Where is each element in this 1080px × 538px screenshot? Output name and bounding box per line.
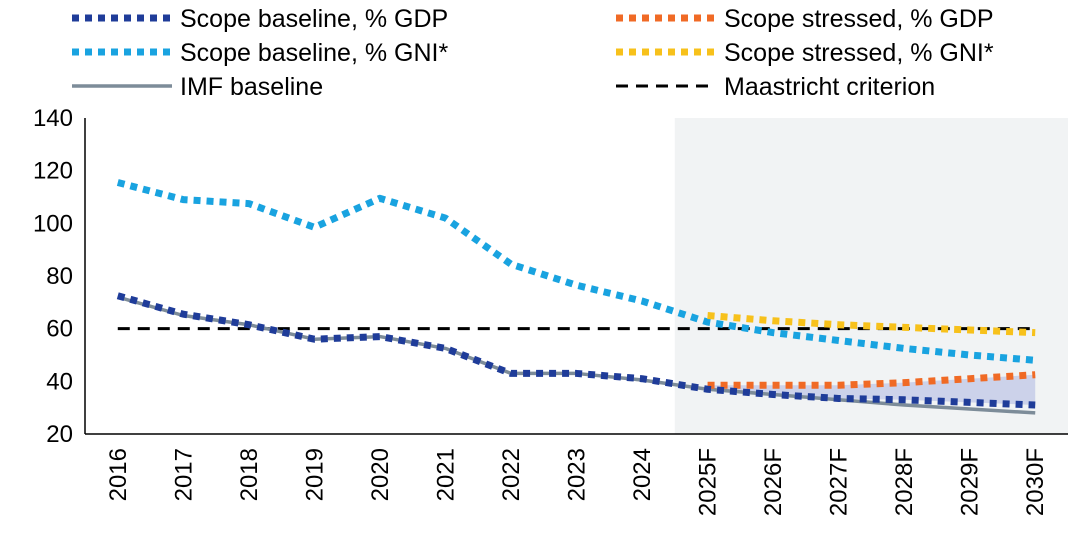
y-tick-label: 20 [46,421,73,448]
series-line-scope-baseline-gdp [116,292,1036,409]
series-line-scope-stressed-gni [707,312,1036,337]
legend-item-scope-stressed-gni: Scope stressed, % GNI* [616,39,994,67]
legend-label: Maastricht criterion [724,73,935,101]
x-tick-label: 2026F [760,448,787,516]
x-tick-label: 2027F [826,448,853,516]
legend-item-maastricht-criterion: Maastricht criterion [616,73,935,101]
legend-label: Scope baseline, % GNI* [180,39,448,67]
series-layer [116,179,1036,415]
x-tick-label: 2023 [564,448,591,501]
stress-band-layer [707,374,1036,406]
x-tick-label: 2030F [1022,448,1049,516]
x-tick-label: 2022 [498,448,525,501]
x-tick-label: 2019 [301,448,328,501]
x-tick-label: 2017 [170,448,197,501]
y-tick-label: 100 [33,210,73,237]
legend-item-scope-baseline-gdp: Scope baseline, % GDP [72,5,448,33]
legend-item-scope-baseline-gni: Scope baseline, % GNI* [72,39,448,67]
y-tick-label: 80 [46,263,73,290]
y-tick-label: 60 [46,316,73,343]
legend-label: IMF baseline [180,73,323,101]
x-tick-label: 2021 [432,448,459,501]
x-tick-label: 2016 [105,448,132,501]
series-line-scope-stressed-gdp [707,371,1036,389]
x-tick-labels: 2016 2017 2018 2019 2020 2021 2022 2023 2024 2025… [105,448,1049,516]
y-tick-label: 40 [46,368,73,395]
y-tick-label: 120 [33,158,73,185]
x-tick-label: 2025F [695,448,722,516]
x-tick-label: 2020 [367,448,394,501]
axes [84,118,1068,435]
x-tick-label: 2028F [891,448,918,516]
y-tick-labels: 20 40 60 80 100 120 140 [33,105,73,448]
legend-item-scope-stressed-gdp: Scope stressed, % GDP [616,5,994,33]
x-tick-label: 2024 [629,448,656,501]
series-line-scope-baseline-gni [116,179,1036,364]
x-tick-label: 2029F [957,448,984,516]
stress-band [707,374,1036,406]
y-tick-label: 140 [33,105,73,132]
x-tick-label: 2018 [236,448,263,501]
legend-label: Scope stressed, % GNI* [724,39,994,67]
legend-label: Scope stressed, % GDP [724,5,994,33]
legend-item-imf-baseline: IMF baseline [72,73,323,101]
legend-label: Scope baseline, % GDP [180,5,448,33]
legend: Scope baseline, % GDP Scope stressed, % G… [72,5,994,101]
